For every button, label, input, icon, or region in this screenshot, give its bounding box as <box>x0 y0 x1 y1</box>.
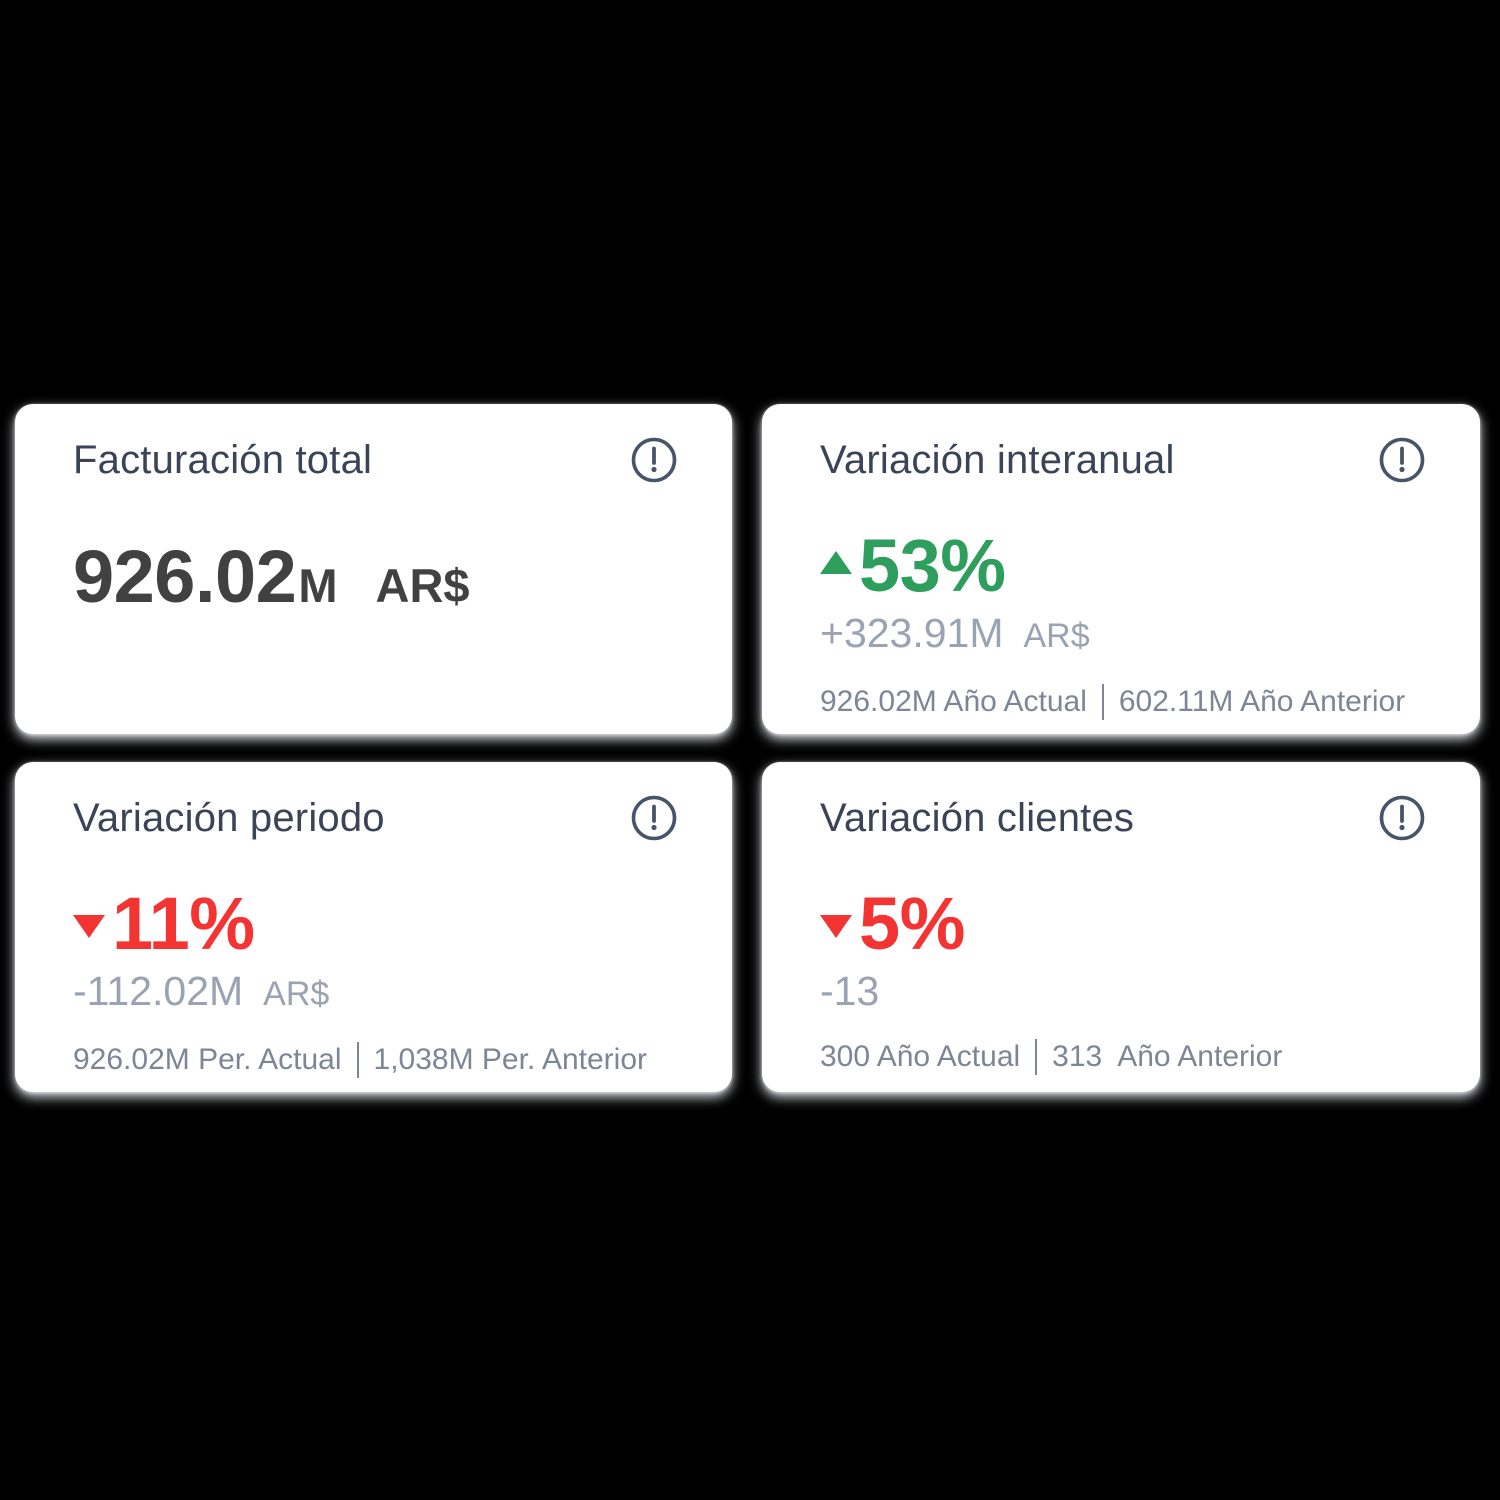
card-title: Facturación total <box>73 438 373 482</box>
delta-value: +323.91M <box>820 610 1004 656</box>
caption-current: 926.02M Año Actual <box>820 685 1087 718</box>
card-header: Variación interanual <box>820 436 1426 484</box>
card-variacion-clientes: Variación clientes 5% -13 300 Año Actual… <box>762 762 1480 1092</box>
kpi-cards-grid: Facturación total 926.02 M AR$ Variación… <box>15 404 1480 1092</box>
comparison-caption: 926.02M Per. Actual 1,038M Per. Anterior <box>73 1041 678 1079</box>
card-facturacion-total: Facturación total 926.02 M AR$ <box>15 404 732 734</box>
card-title: Variación periodo <box>73 796 385 840</box>
card-title: Variación interanual <box>820 438 1175 482</box>
delta-currency: AR$ <box>263 975 330 1013</box>
percent-value: 5% <box>859 882 965 965</box>
total-amount: 926.02 M AR$ <box>73 540 678 614</box>
card-header: Facturación total <box>73 436 678 484</box>
percent-value: 53% <box>859 524 1006 607</box>
percent-change: 5% <box>820 882 1426 965</box>
info-circle-icon[interactable] <box>1378 436 1426 484</box>
comparison-caption: 926.02M Año Actual 602.11M Año Anterior <box>820 683 1426 721</box>
percent-change: 11% <box>73 882 678 965</box>
card-title: Variación clientes <box>820 796 1135 840</box>
total-amount-value: 926.02 <box>73 535 297 618</box>
caption-separator <box>356 1042 359 1078</box>
info-circle-icon[interactable] <box>630 794 678 842</box>
total-amount-suffix: M <box>298 559 338 612</box>
comparison-caption: 300 Año Actual 313 Año Anterior <box>820 1038 1426 1076</box>
delta-value: -112.02M <box>73 968 244 1014</box>
delta-amount: -112.02M AR$ <box>73 968 678 1017</box>
card-header: Variación periodo <box>73 794 678 842</box>
percent-value: 11% <box>112 882 255 965</box>
arrow-up-icon <box>820 550 852 574</box>
caption-separator <box>1101 684 1104 720</box>
caption-previous: 602.11M Año Anterior <box>1118 685 1406 718</box>
info-circle-icon[interactable] <box>630 436 678 484</box>
info-circle-icon[interactable] <box>1378 794 1426 842</box>
card-header: Variación clientes <box>820 794 1426 842</box>
delta-value: -13 <box>820 968 880 1014</box>
caption-separator <box>1035 1039 1038 1075</box>
card-variacion-periodo: Variación periodo 11% -112.02M AR$ 926.0… <box>15 762 732 1092</box>
caption-current: 926.02M Per. Actual <box>73 1043 342 1076</box>
card-variacion-interanual: Variación interanual 53% +323.91M AR$ 92… <box>762 404 1480 734</box>
delta-currency: AR$ <box>1023 617 1090 655</box>
percent-change: 53% <box>820 524 1426 607</box>
total-amount-currency: AR$ <box>375 559 470 612</box>
caption-previous: 1,038M Per. Anterior <box>373 1043 648 1076</box>
arrow-down-icon <box>820 914 852 938</box>
arrow-down-icon <box>73 914 105 938</box>
caption-previous: 313 Año Anterior <box>1052 1040 1283 1073</box>
delta-amount: +323.91M AR$ <box>820 610 1426 659</box>
caption-current: 300 Año Actual <box>820 1040 1021 1073</box>
delta-amount: -13 <box>820 968 1426 1014</box>
